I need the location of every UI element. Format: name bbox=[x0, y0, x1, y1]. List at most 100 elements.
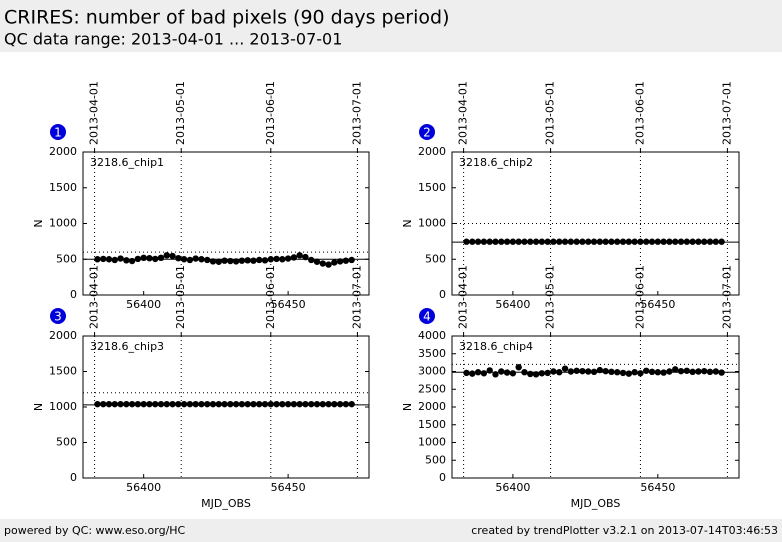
point bbox=[134, 400, 142, 408]
y-tick-label: 0 bbox=[70, 288, 77, 301]
point bbox=[474, 369, 482, 376]
x-tick-label: 56450 bbox=[271, 298, 306, 311]
plot-frame bbox=[82, 151, 370, 296]
point bbox=[498, 368, 505, 375]
point bbox=[706, 238, 714, 245]
page-subtitle: QC data range: 2013-04-01 ... 2013-07-01 bbox=[4, 30, 342, 49]
point bbox=[123, 400, 130, 408]
point bbox=[648, 238, 656, 245]
x-tick-label: 56400 bbox=[495, 481, 530, 494]
x-axis-label: MJD_OBS bbox=[201, 497, 251, 510]
y-tick-label: 4000 bbox=[418, 329, 446, 342]
point bbox=[677, 238, 685, 245]
x2-tick-label: 2013-04-01 bbox=[88, 265, 101, 329]
point bbox=[590, 368, 598, 376]
point bbox=[712, 238, 720, 245]
point bbox=[706, 368, 714, 376]
point bbox=[625, 370, 633, 377]
point bbox=[666, 238, 673, 245]
annotation: 3218.6_chip4 bbox=[459, 340, 533, 353]
point bbox=[238, 400, 246, 408]
point bbox=[180, 256, 188, 263]
point bbox=[596, 366, 604, 374]
point bbox=[261, 257, 269, 264]
plot-frame bbox=[451, 151, 740, 296]
point bbox=[111, 256, 118, 264]
point bbox=[701, 238, 708, 245]
point bbox=[463, 238, 470, 245]
point bbox=[486, 238, 493, 245]
point bbox=[325, 261, 332, 268]
point bbox=[585, 238, 592, 245]
x2-tick-label: 2013-05-01 bbox=[174, 81, 187, 145]
point bbox=[515, 364, 522, 371]
x2-tick-label: 2013-04-01 bbox=[457, 81, 470, 145]
point bbox=[128, 400, 136, 408]
point bbox=[273, 400, 280, 408]
point bbox=[331, 400, 338, 408]
point bbox=[538, 238, 546, 245]
point bbox=[152, 255, 159, 263]
point bbox=[215, 258, 222, 265]
point bbox=[527, 238, 534, 245]
point bbox=[313, 258, 321, 265]
point bbox=[308, 256, 315, 264]
point bbox=[498, 238, 505, 245]
point bbox=[256, 256, 263, 264]
x-tick-label: 56400 bbox=[495, 298, 530, 311]
point bbox=[250, 400, 257, 408]
point bbox=[117, 400, 124, 408]
x-tick-label: 56450 bbox=[271, 481, 306, 494]
point bbox=[273, 255, 280, 263]
point bbox=[718, 369, 725, 376]
point bbox=[544, 369, 551, 377]
y-tick-label: 1000 bbox=[418, 217, 446, 230]
point bbox=[232, 400, 240, 408]
y-tick-label: 500 bbox=[425, 252, 446, 265]
point bbox=[619, 238, 627, 245]
annotation: 3218.6_chip3 bbox=[90, 340, 164, 353]
point bbox=[325, 400, 332, 408]
point bbox=[152, 400, 159, 408]
point bbox=[336, 258, 344, 265]
point bbox=[573, 238, 580, 245]
x2-tick-label: 2013-06-01 bbox=[264, 81, 277, 145]
point bbox=[157, 400, 165, 408]
point bbox=[261, 400, 269, 408]
point bbox=[503, 369, 511, 376]
point bbox=[463, 369, 470, 377]
point bbox=[660, 238, 667, 245]
badge-label: 3 bbox=[54, 310, 62, 324]
x-tick-label: 56450 bbox=[640, 298, 675, 311]
point bbox=[105, 400, 113, 408]
point bbox=[486, 367, 493, 374]
point bbox=[509, 238, 517, 245]
point bbox=[302, 253, 309, 261]
x-axis-label: MJD_OBS bbox=[571, 497, 621, 510]
point bbox=[480, 238, 488, 245]
x2-tick-label: 2013-06-01 bbox=[264, 265, 277, 329]
point bbox=[579, 238, 586, 245]
point bbox=[244, 257, 251, 264]
point bbox=[672, 238, 679, 245]
point bbox=[198, 400, 205, 408]
point bbox=[302, 400, 309, 408]
point bbox=[267, 256, 274, 263]
y-axis-label: N bbox=[401, 403, 414, 411]
point bbox=[342, 257, 350, 264]
point bbox=[313, 400, 321, 408]
point bbox=[163, 252, 170, 259]
point bbox=[544, 238, 551, 245]
point bbox=[689, 238, 696, 245]
point bbox=[677, 367, 685, 375]
y-tick-label: 2000 bbox=[418, 145, 446, 158]
x2-tick-label: 2013-06-01 bbox=[633, 81, 646, 145]
point bbox=[503, 238, 511, 245]
point bbox=[204, 400, 211, 408]
x-tick-label: 56400 bbox=[126, 298, 161, 311]
point bbox=[532, 238, 540, 245]
point bbox=[683, 367, 691, 374]
y-tick-label: 0 bbox=[70, 471, 77, 484]
